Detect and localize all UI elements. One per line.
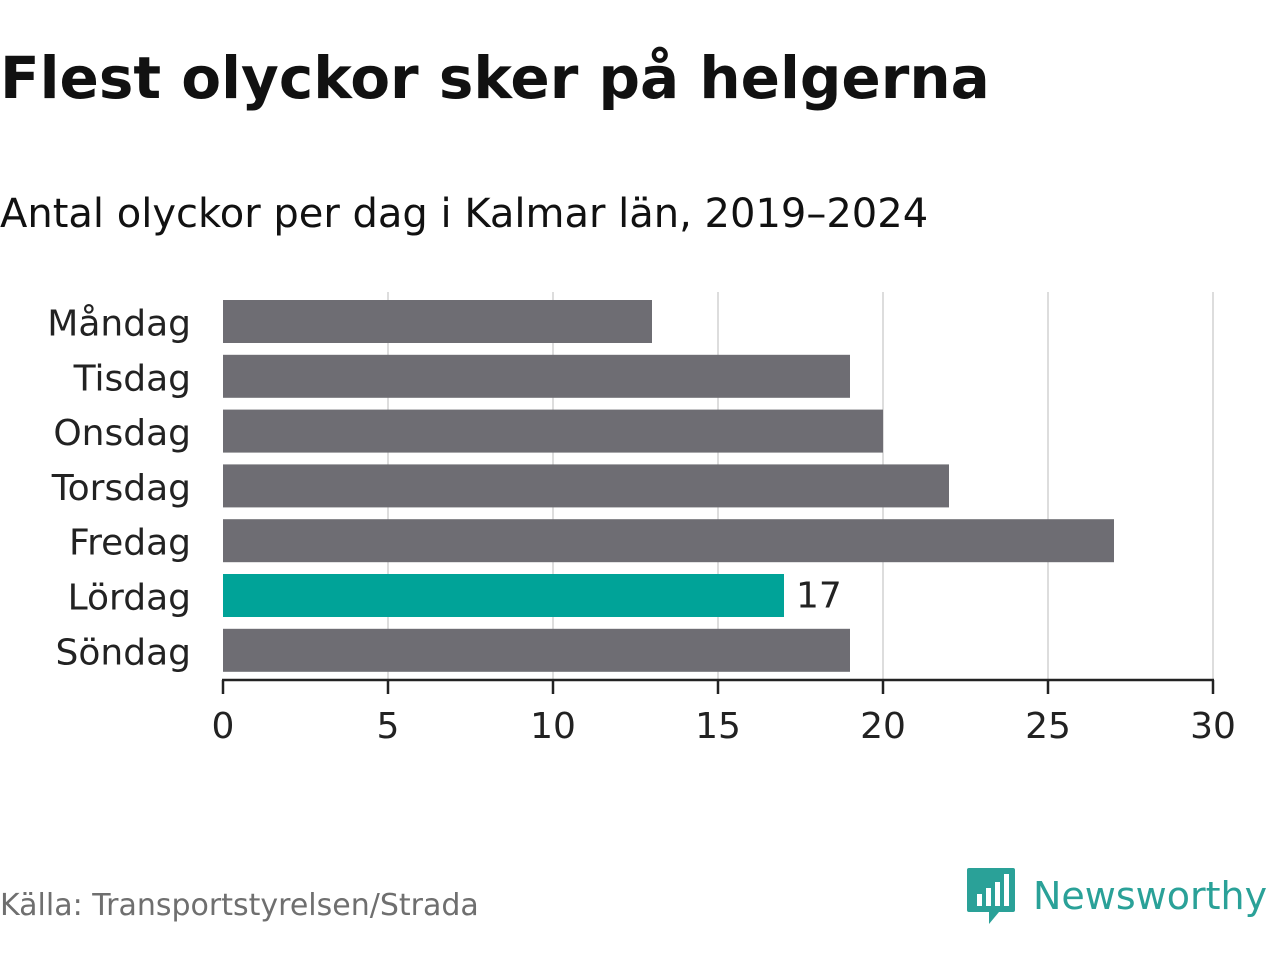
category-label-4: Fredag [69, 523, 191, 564]
source-note: Källa: Transportstyrelsen/Strada [0, 888, 479, 923]
bars [223, 300, 1114, 672]
bar-5 [223, 574, 784, 617]
category-label-5: Lördag [68, 578, 191, 619]
x-tick-label-3: 15 [695, 706, 741, 747]
x-tick-label-5: 25 [1025, 706, 1071, 747]
category-label-6: Söndag [56, 632, 191, 673]
bar-1 [223, 354, 850, 398]
x-tick-label-2: 10 [530, 706, 576, 747]
x-tick-label-6: 30 [1190, 706, 1236, 747]
bar-6 [223, 628, 850, 672]
bar-chart: Måndag Tisdag Onsdag Torsdag Fredag Lördag Sön… [47, 292, 1236, 747]
x-tick-label-1: 5 [377, 706, 400, 747]
data-label-0: 17 [796, 576, 842, 617]
category-label-0: Måndag [47, 304, 191, 345]
chart-subtitle: Antal olyckor per dag i Kalmar län, 2019… [0, 191, 929, 237]
category-label-2: Onsdag [53, 413, 191, 454]
chart-title: Flest olyckor sker på helgerna [0, 44, 990, 112]
bar-3 [223, 464, 949, 508]
category-label-3: Torsdag [51, 468, 191, 509]
data-labels: 17 [796, 576, 842, 617]
category-labels: Måndag Tisdag Onsdag Torsdag Fredag Lördag Sön… [47, 304, 191, 674]
x-tick-label-4: 20 [860, 706, 906, 747]
category-label-1: Tisdag [73, 358, 191, 399]
brand-logo: Newsworthy [965, 864, 1267, 928]
bar-0 [223, 300, 652, 343]
newsworthy-logo-icon [967, 868, 1015, 924]
x-axis: 0 5 10 15 20 25 30 [212, 678, 1236, 747]
bar-4 [223, 519, 1114, 563]
x-tick-label-0: 0 [212, 706, 235, 747]
brand-name: Newsworthy [1033, 874, 1268, 918]
bar-2 [223, 409, 883, 453]
